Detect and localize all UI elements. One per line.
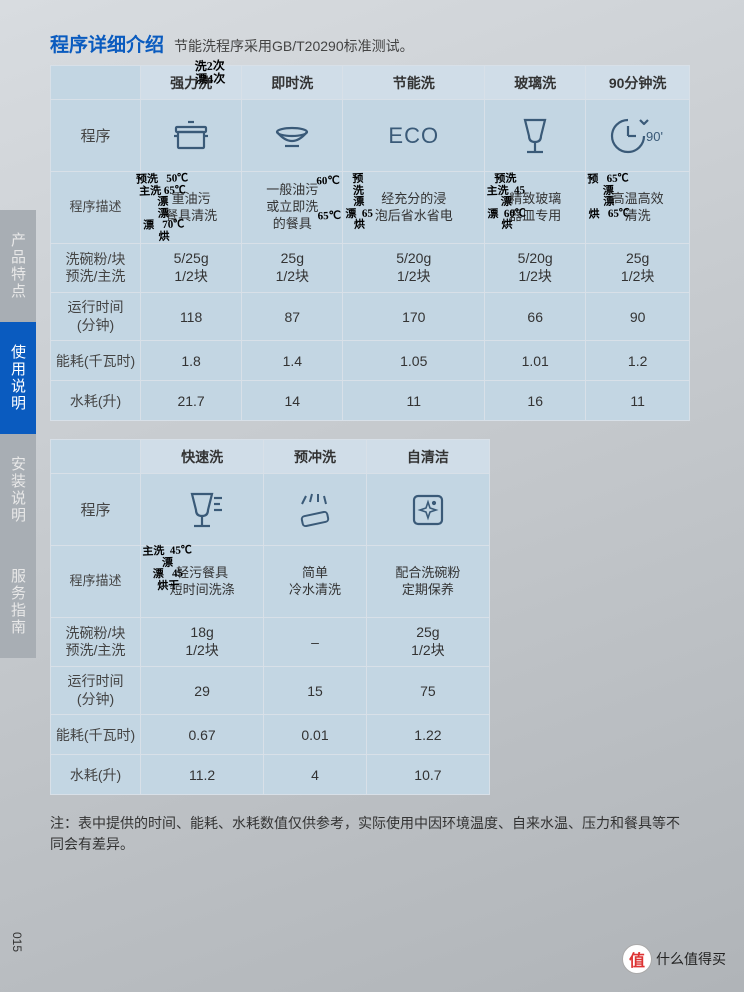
side-tabs: 产品特点 使用说明 安装说明 服务指南 bbox=[0, 210, 36, 658]
data-cell: 118 bbox=[141, 293, 242, 341]
data-cell: 14 bbox=[242, 381, 343, 421]
row-label-runtime: 运行时间(分钟) bbox=[51, 667, 141, 715]
data-cell: 11 bbox=[586, 381, 690, 421]
svg-text:90': 90' bbox=[646, 129, 663, 144]
fast-glass-icon bbox=[141, 474, 264, 546]
data-cell: 5/25g 1/2块 bbox=[141, 244, 242, 293]
desc-cell: 轻污餐具 短时间洗涤 主洗 45℃ 漂 漂 45 烘干 bbox=[141, 546, 264, 618]
data-cell: 1.22 bbox=[366, 715, 489, 755]
data-cell: 5/20g 1/2块 bbox=[485, 244, 586, 293]
col-header: 玻璃洗 bbox=[485, 66, 586, 100]
glass-icon bbox=[485, 100, 586, 172]
row-label-desc: 程序描述 bbox=[51, 172, 141, 244]
col-header: 强力洗 bbox=[141, 66, 242, 100]
col-header: 90分钟洗 bbox=[586, 66, 690, 100]
data-cell: 25g 1/2块 bbox=[366, 618, 489, 667]
row-label-runtime: 运行时间(分钟) bbox=[51, 293, 141, 341]
bowl-icon bbox=[242, 100, 343, 172]
data-cell: 16 bbox=[485, 381, 586, 421]
data-cell: 87 bbox=[242, 293, 343, 341]
data-cell: 10.7 bbox=[366, 755, 489, 795]
row-label-program: 程序 bbox=[51, 474, 141, 546]
row-label-energy: 能耗(千瓦时) bbox=[51, 341, 141, 381]
data-cell: 4 bbox=[264, 755, 367, 795]
col-header: 即时洗 bbox=[242, 66, 343, 100]
col-header: 预冲洗 bbox=[264, 440, 367, 474]
tab-features[interactable]: 产品特点 bbox=[0, 210, 36, 322]
col-header: 节能洗 bbox=[343, 66, 485, 100]
page-number: 015 bbox=[10, 932, 24, 952]
data-cell: 11 bbox=[343, 381, 485, 421]
row-label-desc: 程序描述 bbox=[51, 546, 141, 618]
tab-install[interactable]: 安装说明 bbox=[0, 434, 36, 546]
row-label-detergent: 洗碗粉/块预洗/主洗 bbox=[51, 618, 141, 667]
data-cell: 1.2 bbox=[586, 341, 690, 381]
page-title: 程序详细介绍 bbox=[50, 30, 164, 57]
sparkle-icon bbox=[366, 474, 489, 546]
data-cell: 25g 1/2块 bbox=[586, 244, 690, 293]
row-label-detergent: 洗碗粉/块预洗/主洗 bbox=[51, 244, 141, 293]
desc-cell: 简单 冷水清洗 bbox=[264, 546, 367, 618]
desc-cell: 配合洗碗粉 定期保养 bbox=[366, 546, 489, 618]
row-label-program: 程序 bbox=[51, 100, 141, 172]
watermark-text: 什么值得买 bbox=[656, 949, 726, 969]
data-cell: 15 bbox=[264, 667, 367, 715]
desc-cell: 高温高效 清洗 预 65℃ 漂 漂 烘 65℃ bbox=[586, 172, 690, 244]
data-cell: 0.01 bbox=[264, 715, 367, 755]
tab-instructions[interactable]: 使用说明 bbox=[0, 322, 36, 434]
col-header: 自清洁 bbox=[366, 440, 489, 474]
data-cell: 29 bbox=[141, 667, 264, 715]
data-cell: 1.01 bbox=[485, 341, 586, 381]
data-cell: 75 bbox=[366, 667, 489, 715]
footnote: 注：表中提供的时间、能耗、水耗数值仅供参考，实际使用中因环境温度、自来水温、压力… bbox=[50, 813, 680, 855]
desc-cell: 一般油污 或立即洗 的餐具 60℃ 65℃ bbox=[242, 172, 343, 244]
data-cell: 170 bbox=[343, 293, 485, 341]
watermark-icon: 值 bbox=[622, 944, 652, 974]
clock-90-icon: 90' bbox=[586, 100, 690, 172]
data-cell: 90 bbox=[586, 293, 690, 341]
eco-icon: ECO bbox=[343, 100, 485, 172]
desc-cell: 经充分的浸 泡后省水省电 预 洗 漂 漂 65 烘 bbox=[343, 172, 485, 244]
pot-icon bbox=[141, 100, 242, 172]
tab-service[interactable]: 服务指南 bbox=[0, 546, 36, 658]
data-cell: 18g 1/2块 bbox=[141, 618, 264, 667]
handwriting: 60℃ 65℃ bbox=[316, 176, 341, 223]
row-label-water: 水耗(升) bbox=[51, 381, 141, 421]
data-cell: 5/20g 1/2块 bbox=[343, 244, 485, 293]
handwriting: 预 洗 漂 漂 65 烘 bbox=[344, 174, 373, 233]
data-cell: 66 bbox=[485, 293, 586, 341]
desc-cell: 重油污 餐具清洗 预洗 50℃ 主洗 65℃ 漂 漂 漂 70℃ 烘 bbox=[141, 172, 242, 244]
programs-table-2: 快速洗 预冲洗 自清洁 程序 程序描述 轻污餐具 短时间洗涤 主洗 bbox=[50, 439, 720, 795]
data-cell: 0.67 bbox=[141, 715, 264, 755]
data-cell: 25g 1/2块 bbox=[242, 244, 343, 293]
spray-icon bbox=[264, 474, 367, 546]
programs-table-1: 强力洗 即时洗 节能洗 玻璃洗 90分钟洗 程序 ECO 90' bbox=[50, 65, 720, 421]
col-header: 快速洗 bbox=[141, 440, 264, 474]
row-label-water: 水耗(升) bbox=[51, 755, 141, 795]
page-subtitle: 节能洗程序采用GB/T20290标准测试。 bbox=[174, 36, 414, 56]
row-label-energy: 能耗(千瓦时) bbox=[51, 715, 141, 755]
desc-cell: 精致玻璃 器皿专用 预洗 主洗 45 漂 漂 60℃ 烘 bbox=[485, 172, 586, 244]
data-cell: 1.05 bbox=[343, 341, 485, 381]
data-cell: 21.7 bbox=[141, 381, 242, 421]
data-cell: 1.4 bbox=[242, 341, 343, 381]
watermark: 值 什么值得买 bbox=[622, 944, 726, 974]
data-cell: – bbox=[264, 618, 367, 667]
data-cell: 1.8 bbox=[141, 341, 242, 381]
data-cell: 11.2 bbox=[141, 755, 264, 795]
